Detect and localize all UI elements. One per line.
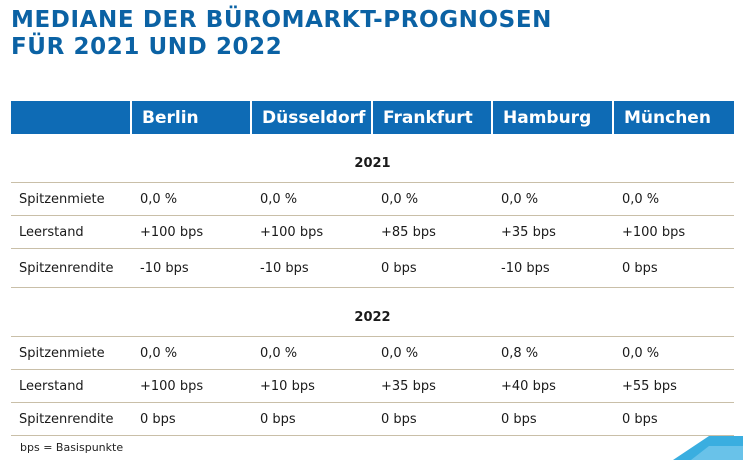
header-cell-duesseldorf: Düsseldorf	[250, 101, 372, 134]
corner-decoration-highlight	[691, 446, 743, 460]
year-label: 2022	[11, 287, 734, 337]
table-cell: 0,0 %	[372, 336, 492, 370]
row-label: Spitzenmiete	[11, 182, 131, 216]
table-cell: 0,0 %	[251, 182, 372, 216]
table-cell: +35 bps	[492, 215, 613, 249]
forecast-table: Berlin Düsseldorf Frankfurt Hamburg Münc…	[11, 101, 734, 436]
table-cell: -10 bps	[131, 248, 251, 288]
table-cell: +100 bps	[131, 215, 251, 249]
table-cell: 0,0 %	[372, 182, 492, 216]
table-cell: +40 bps	[492, 369, 613, 403]
header-cell-berlin: Berlin	[130, 101, 251, 134]
table-row: Spitzenmiete 0,0 % 0,0 % 0,0 % 0,0 % 0,0…	[11, 182, 734, 216]
table-row: Spitzenrendite 0 bps 0 bps 0 bps 0 bps 0…	[11, 402, 734, 436]
table-cell: 0 bps	[492, 402, 613, 436]
table-row: Spitzenmiete 0,0 % 0,0 % 0,0 % 0,8 % 0,0…	[11, 336, 734, 370]
table-header: Berlin Düsseldorf Frankfurt Hamburg Münc…	[11, 101, 734, 134]
table-cell: +100 bps	[131, 369, 251, 403]
table-cell: 0,0 %	[131, 336, 251, 370]
table-cell: 0 bps	[131, 402, 251, 436]
table-cell: +85 bps	[372, 215, 492, 249]
table-cell: -10 bps	[251, 248, 372, 288]
row-label: Spitzenrendite	[11, 248, 131, 288]
table-cell: 0,0 %	[613, 182, 734, 216]
table-cell: +100 bps	[613, 215, 734, 249]
table-cell: 0 bps	[613, 402, 734, 436]
table-row: Leerstand +100 bps +100 bps +85 bps +35 …	[11, 215, 734, 249]
header-cell-hamburg: Hamburg	[491, 101, 613, 134]
table-body: 2021 Spitzenmiete 0,0 % 0,0 % 0,0 % 0,0 …	[11, 134, 734, 436]
page-title-line-2: FÜR 2021 UND 2022	[11, 34, 283, 60]
table-cell: 0 bps	[372, 248, 492, 288]
table-cell: 0,0 %	[492, 182, 613, 216]
table-cell: 0 bps	[613, 248, 734, 288]
table-cell: -10 bps	[492, 248, 613, 288]
table-cell: 0,8 %	[492, 336, 613, 370]
table-cell: 0 bps	[372, 402, 492, 436]
header-cell-frankfurt: Frankfurt	[371, 101, 492, 134]
footnote: bps = Basispunkte	[20, 441, 124, 454]
table-cell: +100 bps	[251, 215, 372, 249]
table-cell: +35 bps	[372, 369, 492, 403]
year-row-2022: 2022	[11, 287, 734, 337]
row-label: Leerstand	[11, 215, 131, 249]
table-cell: 0,0 %	[251, 336, 372, 370]
header-cell-muenchen: München	[612, 101, 734, 134]
table-cell: 0,0 %	[613, 336, 734, 370]
table-cell: 0,0 %	[131, 182, 251, 216]
row-label: Spitzenrendite	[11, 402, 131, 436]
page-title: MEDIANE DER BÜROMARKT-PROGNOSEN FÜR 2021…	[11, 7, 552, 61]
header-cell-empty	[11, 101, 131, 134]
table-row: Spitzenrendite -10 bps -10 bps 0 bps -10…	[11, 248, 734, 288]
row-label: Spitzenmiete	[11, 336, 131, 370]
row-label: Leerstand	[11, 369, 131, 403]
page-title-line-1: MEDIANE DER BÜROMARKT-PROGNOSEN	[11, 7, 553, 33]
table-cell: +10 bps	[251, 369, 372, 403]
table-row: Leerstand +100 bps +10 bps +35 bps +40 b…	[11, 369, 734, 403]
header-row: Berlin Düsseldorf Frankfurt Hamburg Münc…	[11, 101, 734, 134]
year-label: 2021	[11, 134, 734, 183]
table-cell: +55 bps	[613, 369, 734, 403]
table-cell: 0 bps	[251, 402, 372, 436]
corner-decoration	[673, 436, 743, 460]
year-row-2021: 2021	[11, 134, 734, 183]
